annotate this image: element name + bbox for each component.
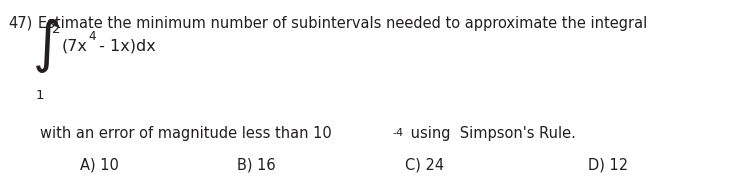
Text: B) 16: B) 16 xyxy=(237,158,276,173)
Text: A) 10: A) 10 xyxy=(80,158,119,173)
Text: C) 24: C) 24 xyxy=(405,158,444,173)
Text: -4: -4 xyxy=(392,128,403,139)
Text: D) 12: D) 12 xyxy=(588,158,628,173)
Text: using  Simpson's Rule.: using Simpson's Rule. xyxy=(406,126,575,141)
Text: (7x: (7x xyxy=(62,39,88,54)
Text: 47): 47) xyxy=(8,16,32,31)
Text: Estimate the minimum number of subintervals needed to approximate the integral: Estimate the minimum number of subinterv… xyxy=(38,16,647,31)
Text: 1: 1 xyxy=(36,89,45,102)
Text: $\int$: $\int$ xyxy=(32,17,59,75)
Text: 2: 2 xyxy=(52,23,61,36)
Text: 4: 4 xyxy=(88,30,96,43)
Text: - 1x)dx: - 1x)dx xyxy=(94,39,155,54)
Text: with an error of magnitude less than 10: with an error of magnitude less than 10 xyxy=(40,126,332,141)
